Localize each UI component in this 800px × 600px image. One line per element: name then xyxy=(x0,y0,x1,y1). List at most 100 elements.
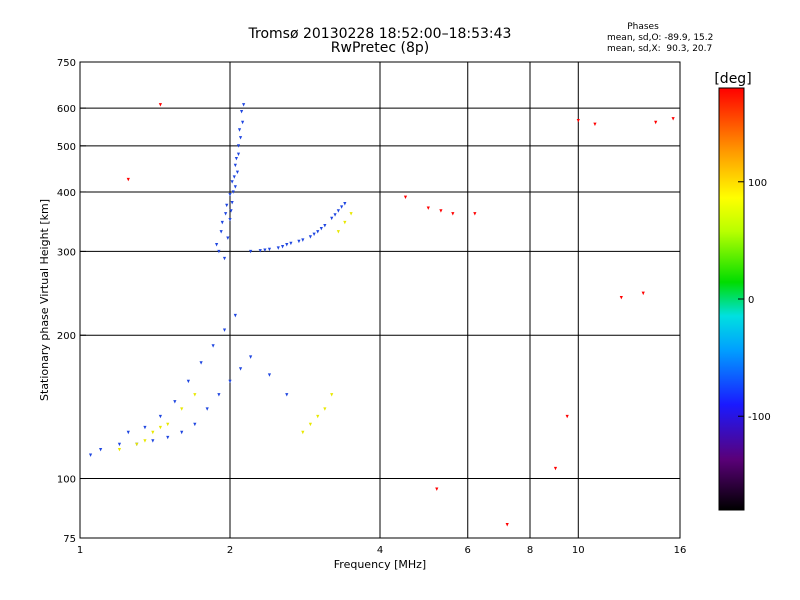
echo-point xyxy=(234,157,238,161)
x-axis-ticks: 1 2 4 6 8 10 16 xyxy=(77,545,687,556)
echo-point xyxy=(232,175,236,179)
echo-point xyxy=(236,144,241,148)
echo-point xyxy=(88,453,93,457)
echo-point xyxy=(285,393,289,397)
echo-point xyxy=(263,248,267,252)
echo-point xyxy=(276,246,280,250)
echo-point xyxy=(135,442,139,447)
echo-point xyxy=(193,422,197,427)
echo-point xyxy=(323,223,327,228)
echo-point xyxy=(217,393,221,397)
echo-point xyxy=(199,361,203,365)
y-tick-label: 600 xyxy=(57,104,76,115)
echo-point xyxy=(505,523,509,527)
echo-point xyxy=(435,487,439,491)
echo-point xyxy=(349,212,353,216)
echo-point xyxy=(117,448,122,452)
echo-point xyxy=(166,435,170,440)
echo-point xyxy=(285,243,289,247)
echo-point xyxy=(166,422,170,427)
colorbar-tick-label: 100 xyxy=(748,178,767,189)
echo-point xyxy=(217,249,221,254)
echo-point xyxy=(224,212,228,216)
echo-point xyxy=(333,213,337,217)
echo-point xyxy=(340,205,344,209)
colorbar-tick-label: -100 xyxy=(748,412,771,423)
echo-point xyxy=(239,110,244,114)
echo-point xyxy=(158,103,163,107)
echo-point xyxy=(215,243,219,247)
echo-point xyxy=(158,425,163,430)
echo-point xyxy=(403,195,408,199)
echo-point xyxy=(235,170,240,175)
chart-subtitle: RwPretec (8p) xyxy=(330,40,430,56)
echo-point xyxy=(193,393,197,397)
echo-point xyxy=(297,239,301,244)
colorbar-ticks: 100 0 -100 xyxy=(738,178,771,423)
echo-point xyxy=(222,328,227,332)
x-tick-label: 1 xyxy=(77,545,83,556)
echo-point xyxy=(126,177,130,182)
echo-point xyxy=(228,379,232,384)
echo-point xyxy=(231,190,235,194)
echo-point xyxy=(205,407,209,411)
echo-point xyxy=(319,227,323,231)
colorbar-tick-label: 0 xyxy=(748,295,754,306)
echo-point xyxy=(236,152,241,157)
echo-point xyxy=(211,344,215,348)
echo-point xyxy=(451,212,455,216)
echo-point xyxy=(336,230,340,234)
echo-point xyxy=(308,235,313,239)
echo-point xyxy=(117,442,122,447)
echo-point xyxy=(593,122,597,127)
echo-point xyxy=(219,230,223,234)
echo-point xyxy=(426,206,430,210)
echo-point xyxy=(301,430,305,435)
echo-point xyxy=(249,355,253,359)
echo-point xyxy=(330,216,334,221)
echo-point xyxy=(323,407,327,411)
x-tick-label: 4 xyxy=(377,545,383,556)
echo-point xyxy=(233,313,237,318)
echo-point xyxy=(242,103,246,107)
phase-stats-x-mode: mean, sd,X: 90.3, 20.7 xyxy=(607,44,713,54)
echo-point xyxy=(220,220,224,225)
echo-point xyxy=(173,400,177,404)
echo-point xyxy=(473,212,477,216)
x-tick-label: 16 xyxy=(674,545,687,556)
plot-frame xyxy=(79,61,681,539)
echo-point xyxy=(151,430,155,435)
echo-point xyxy=(230,200,234,205)
echo-point xyxy=(316,414,320,419)
x-tick-label: 10 xyxy=(572,545,585,556)
echo-point xyxy=(576,118,580,123)
echo-point xyxy=(225,203,229,208)
echo-point xyxy=(258,249,262,253)
echo-point xyxy=(143,439,147,443)
echo-point xyxy=(654,120,658,125)
x-tick-label: 8 xyxy=(527,545,533,556)
echo-point xyxy=(241,120,245,125)
echo-point xyxy=(228,192,232,197)
phase-stats-o-mode: mean, sd,O: -89.9, 15.2 xyxy=(607,33,714,43)
echo-point xyxy=(151,439,155,443)
y-axis-ticks: 75 100 200 300 400 500 600 750 xyxy=(57,58,86,545)
echo-point xyxy=(439,209,443,213)
x-tick-label: 6 xyxy=(465,545,471,556)
y-tick-label: 100 xyxy=(57,475,76,486)
x-axis-label: Frequency [MHz] xyxy=(334,558,426,571)
echo-point xyxy=(301,238,305,242)
echo-point xyxy=(99,448,103,452)
echo-point xyxy=(249,249,253,254)
echo-point xyxy=(330,393,334,397)
y-tick-label: 500 xyxy=(57,142,76,153)
echo-point xyxy=(186,379,190,384)
echo-point xyxy=(222,256,227,261)
echo-point xyxy=(553,466,558,471)
echo-point xyxy=(228,217,232,222)
y-axis-label: Stationary phase Virtual Height [km] xyxy=(38,199,51,401)
echo-point xyxy=(180,430,184,435)
echo-point xyxy=(233,185,237,189)
y-tick-label: 200 xyxy=(57,331,76,342)
x-tick-label: 2 xyxy=(227,545,233,556)
